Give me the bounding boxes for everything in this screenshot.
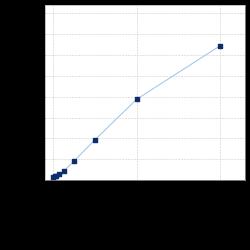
- Point: [62, 169, 66, 173]
- Point: [51, 175, 55, 179]
- Point: [53, 174, 57, 178]
- Point: [93, 138, 97, 142]
- Y-axis label: OD: OD: [26, 88, 31, 97]
- Point: [135, 97, 139, 101]
- Point: [56, 172, 60, 176]
- Point: [218, 44, 222, 48]
- X-axis label: Rat Trimethyllysine Dioxygenase, Mitochondrial
Concentration (ng/ml): Rat Trimethyllysine Dioxygenase, Mitocho…: [80, 190, 210, 201]
- Point: [72, 159, 76, 163]
- Point: [54, 174, 58, 178]
